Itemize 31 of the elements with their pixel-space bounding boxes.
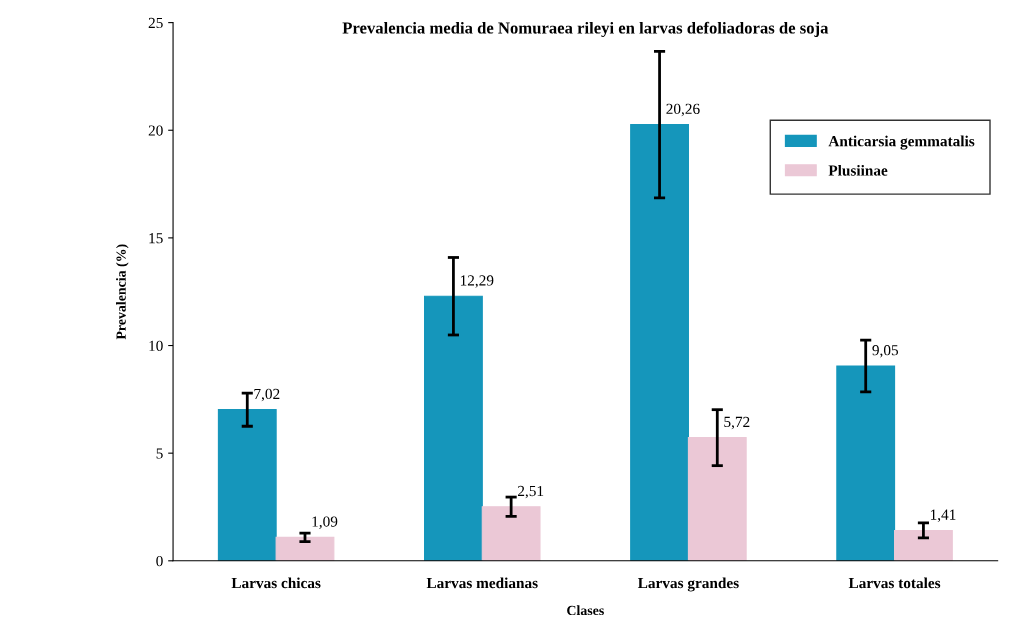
legend-label: Plusiinae (828, 164, 888, 176)
bar (217, 409, 277, 561)
x-tick-label: Larvas chicas (231, 577, 321, 589)
bar (275, 536, 335, 561)
data-label: 1,09 (312, 516, 338, 529)
bar (894, 529, 953, 561)
y-tick-label: 0 (156, 555, 163, 567)
chart-title: Prevalencia media de Nomuraea rileyi en larvas defoliadoras de soja (342, 21, 829, 38)
data-label: 9,05 (872, 345, 899, 358)
x-tick-label: Larvas grandes (637, 577, 739, 592)
y-tick-label: 5 (156, 448, 163, 459)
y-tick-label: 20 (148, 125, 163, 136)
data-label: 5,72 (724, 416, 750, 430)
y-tick-label: 15 (149, 233, 163, 244)
y-axis-title: Prevalencia (%) (116, 244, 129, 340)
y-tick-label: 25 (148, 17, 163, 29)
x-axis-title: Clases (567, 605, 604, 616)
bar (687, 437, 747, 561)
data-label: 1,41 (930, 509, 956, 523)
x-tick-label: Larvas medianas (426, 577, 538, 589)
legend-label: Anticarsia gemmatalis (828, 135, 975, 150)
bar (481, 506, 541, 561)
y-tick-label: 10 (149, 340, 163, 351)
bar (630, 124, 689, 561)
data-label: 7,02 (254, 388, 280, 402)
data-label: 12,29 (460, 275, 494, 288)
x-tick-label: Larvas totales (848, 577, 941, 589)
data-label: 20,26 (666, 103, 700, 117)
data-label: 2,51 (517, 485, 544, 499)
bar (836, 365, 896, 561)
bar (424, 295, 483, 561)
